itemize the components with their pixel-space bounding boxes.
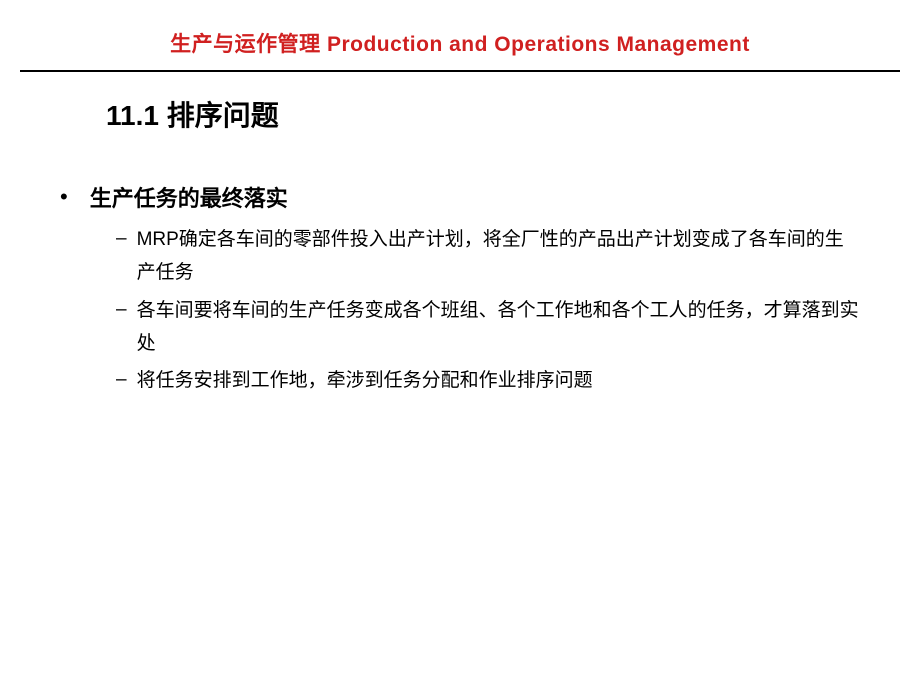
sub-bullet-item: – 各车间要将车间的生产任务变成各个班组、各个工作地和各个工人的任务，才算落到实… [116,294,860,361]
bullet-text: 生产任务的最终落实 [90,182,288,215]
dash-marker-icon: – [116,294,127,326]
sub-bullet-text: MRP确定各车间的零部件投入出产计划，将全厂性的产品出产计划变成了各车间的生产任… [137,223,860,290]
sub-bullet-text: 各车间要将车间的生产任务变成各个班组、各个工作地和各个工人的任务，才算落到实处 [137,294,860,361]
sub-bullet-list: – MRP确定各车间的零部件投入出产计划，将全厂性的产品出产计划变成了各车间的生… [116,223,860,397]
dash-marker-icon: – [116,223,127,255]
sub-bullet-text: 将任务安排到工作地，牵涉到任务分配和作业排序问题 [137,364,593,397]
header-title: 生产与运作管理 Production and Operations Manage… [0,28,920,58]
sub-bullet-item: – 将任务安排到工作地，牵涉到任务分配和作业排序问题 [116,364,860,397]
sub-bullet-item: – MRP确定各车间的零部件投入出产计划，将全厂性的产品出产计划变成了各车间的生… [116,223,860,290]
section-title: 11.1 排序问题 [106,94,860,134]
dash-marker-icon: – [116,364,127,396]
bullet-level1: • 生产任务的最终落实 [60,182,860,215]
slide-content: 11.1 排序问题 • 生产任务的最终落实 – MRP确定各车间的零部件投入出产… [0,72,920,397]
bullet-marker-icon: • [60,182,68,213]
slide-header: 生产与运作管理 Production and Operations Manage… [0,0,920,58]
